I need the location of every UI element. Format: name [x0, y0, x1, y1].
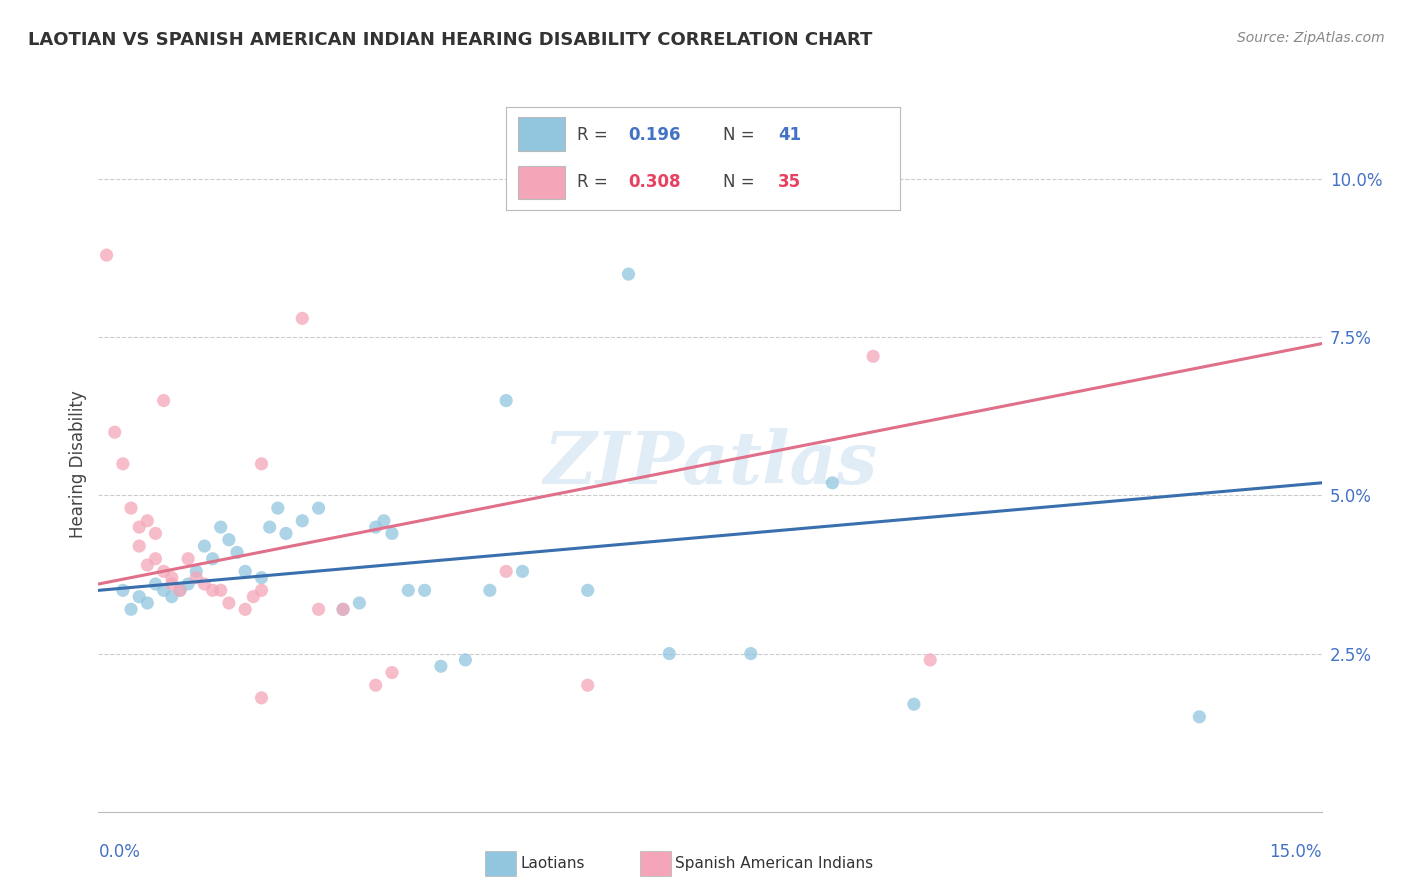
Text: N =: N = [723, 126, 759, 144]
Point [242, 590, 264, 604]
Text: Spanish American Indians: Spanish American Indians [675, 856, 873, 871]
Text: Laotians: Laotians [520, 856, 585, 871]
Point [160, 590, 183, 604]
Point [169, 583, 191, 598]
Point [209, 583, 232, 598]
Point [381, 526, 404, 541]
Point [145, 526, 167, 541]
Point [454, 653, 477, 667]
Text: R =: R = [576, 126, 613, 144]
Point [160, 577, 183, 591]
Point [308, 602, 330, 616]
Point [169, 583, 191, 598]
Point [193, 539, 215, 553]
Point [104, 425, 127, 440]
Point [1188, 710, 1211, 724]
Point [186, 571, 208, 585]
Text: R =: R = [576, 173, 613, 191]
Point [250, 690, 273, 705]
Point [152, 565, 174, 579]
Text: ZIPatlas: ZIPatlas [543, 428, 877, 500]
Point [177, 551, 200, 566]
Point [259, 520, 281, 534]
Point [218, 533, 240, 547]
Point [120, 501, 142, 516]
Point [291, 311, 314, 326]
Point [177, 577, 200, 591]
Point [821, 475, 844, 490]
Point [291, 514, 314, 528]
Point [740, 647, 762, 661]
Point [364, 520, 387, 534]
Point [250, 583, 273, 598]
Text: 0.196: 0.196 [628, 126, 681, 144]
Point [186, 565, 208, 579]
Text: 0.0%: 0.0% [98, 843, 141, 861]
Point [495, 565, 517, 579]
Point [381, 665, 404, 680]
Point [396, 583, 419, 598]
Point [96, 248, 118, 262]
Point [111, 583, 134, 598]
Point [120, 602, 142, 616]
Text: 0.308: 0.308 [628, 173, 681, 191]
Point [152, 393, 174, 408]
Point [201, 551, 224, 566]
Point [862, 349, 884, 363]
Point [193, 577, 215, 591]
FancyBboxPatch shape [517, 166, 565, 199]
Point [332, 602, 354, 616]
Point [413, 583, 436, 598]
Point [128, 539, 150, 553]
Point [267, 501, 290, 516]
FancyBboxPatch shape [517, 118, 565, 151]
Point [209, 520, 232, 534]
Point [274, 526, 297, 541]
Point [250, 457, 273, 471]
Point [152, 583, 174, 598]
Point [495, 393, 517, 408]
Point [576, 678, 599, 692]
Point [332, 602, 354, 616]
Point [136, 596, 159, 610]
Point [233, 602, 256, 616]
Point [136, 558, 159, 572]
Point [145, 551, 167, 566]
Point [658, 647, 681, 661]
Point [128, 590, 150, 604]
Point [201, 583, 224, 598]
Point [349, 596, 371, 610]
Point [160, 571, 183, 585]
Point [576, 583, 599, 598]
Point [364, 678, 387, 692]
Point [250, 571, 273, 585]
Text: 41: 41 [778, 126, 801, 144]
Point [430, 659, 453, 673]
Text: LAOTIAN VS SPANISH AMERICAN INDIAN HEARING DISABILITY CORRELATION CHART: LAOTIAN VS SPANISH AMERICAN INDIAN HEARI… [28, 31, 873, 49]
Point [145, 577, 167, 591]
Point [920, 653, 942, 667]
Text: Source: ZipAtlas.com: Source: ZipAtlas.com [1237, 31, 1385, 45]
Point [512, 565, 534, 579]
Point [903, 697, 925, 711]
Text: 15.0%: 15.0% [1270, 843, 1322, 861]
Y-axis label: Hearing Disability: Hearing Disability [69, 390, 87, 538]
Point [373, 514, 395, 528]
Point [308, 501, 330, 516]
Point [233, 565, 256, 579]
Point [128, 520, 150, 534]
Text: 35: 35 [778, 173, 801, 191]
Point [617, 267, 640, 281]
Point [226, 545, 249, 559]
Text: N =: N = [723, 173, 759, 191]
Point [218, 596, 240, 610]
Point [478, 583, 501, 598]
Point [136, 514, 159, 528]
Point [111, 457, 134, 471]
